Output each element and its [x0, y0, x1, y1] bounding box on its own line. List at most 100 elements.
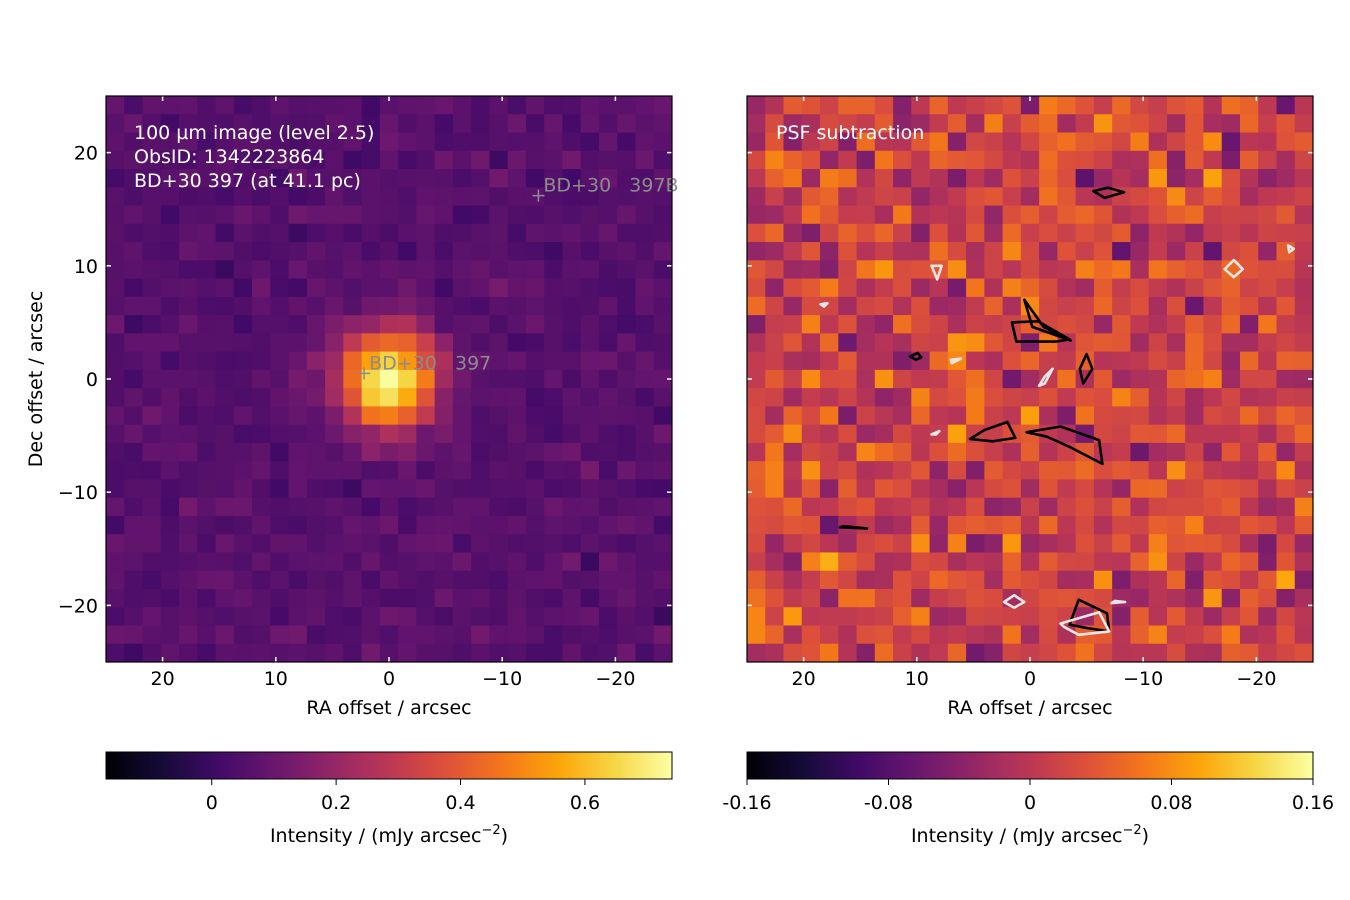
image-pixel	[379, 442, 399, 462]
residual-pixel	[1203, 479, 1223, 499]
residual-pixel	[874, 169, 894, 188]
residual-pixel	[1130, 132, 1150, 152]
residual-pixel	[966, 607, 985, 627]
colorbar-tick-label: 0	[1024, 792, 1036, 814]
image-pixel	[617, 461, 637, 481]
image-pixel	[507, 607, 527, 627]
image-pixel	[562, 351, 582, 371]
residual-pixel	[747, 333, 766, 353]
image-pixel	[562, 369, 582, 389]
image-pixel	[653, 479, 672, 499]
image-pixel	[653, 388, 672, 407]
image-pixel	[617, 315, 637, 334]
image-pixel	[580, 260, 600, 280]
image-pixel	[562, 607, 582, 627]
image-pixel	[452, 570, 472, 590]
residual-pixel	[1020, 150, 1040, 170]
image-pixel	[379, 223, 399, 243]
residual-pixel	[1093, 169, 1113, 188]
residual-pixel	[1221, 351, 1241, 371]
image-pixel	[215, 260, 235, 280]
residual-pixel	[1239, 150, 1259, 170]
residual-pixel	[747, 461, 766, 481]
image-pixel	[124, 588, 144, 608]
residual-pixel	[783, 588, 803, 608]
residual-pixel	[874, 278, 894, 298]
residual-pixel	[947, 588, 967, 608]
image-pixel	[361, 351, 381, 371]
residual-pixel	[984, 461, 1004, 481]
residual-pixel	[1057, 515, 1077, 535]
image-pixel	[489, 96, 509, 115]
image-pixel	[197, 278, 217, 298]
image-pixel	[270, 187, 290, 207]
residual-pixel	[893, 296, 912, 316]
residual-pixel	[1002, 406, 1022, 426]
image-pixel	[179, 150, 198, 170]
image-pixel	[252, 369, 271, 389]
image-pixel	[434, 369, 454, 389]
residual-pixel	[783, 461, 803, 481]
residual-pixel	[1148, 187, 1168, 207]
image-pixel	[160, 479, 180, 499]
image-pixel	[434, 388, 454, 407]
image-pixel	[288, 424, 308, 444]
residual-pixel	[1057, 278, 1077, 298]
residual-pixel	[874, 223, 894, 243]
image-pixel	[288, 588, 308, 608]
residual-pixel	[1185, 497, 1205, 517]
image-pixel	[215, 442, 235, 462]
black-contour	[968, 420, 1017, 443]
image-pixel	[617, 424, 637, 444]
residual-pixel	[1020, 114, 1040, 134]
image-pixel	[452, 515, 472, 535]
residual-pixel	[801, 132, 821, 152]
residual-pixel	[783, 625, 803, 645]
residual-pixel	[1093, 132, 1113, 152]
image-pixel	[471, 114, 491, 134]
residual-pixel	[874, 643, 894, 662]
image-pixel	[343, 534, 363, 554]
residual-pixel	[856, 534, 876, 554]
residual-pixel	[783, 479, 803, 499]
residual-pixel	[1057, 351, 1077, 371]
image-pixel	[233, 406, 253, 426]
residual-pixel	[783, 242, 803, 261]
residual-pixel	[1112, 442, 1132, 462]
residual-pixel	[783, 205, 803, 225]
residual-pixel	[856, 607, 876, 627]
residual-pixel	[783, 643, 803, 662]
residual-pixel	[765, 570, 785, 590]
residual-pixel	[874, 351, 894, 371]
residual-pixel	[929, 552, 949, 572]
residual-pixel	[984, 132, 1004, 152]
residual-pixel	[1130, 570, 1150, 590]
image-pixel	[489, 351, 509, 371]
residual-pixel	[820, 187, 839, 207]
image-pixel	[288, 607, 308, 627]
image-pixel	[270, 150, 290, 170]
residual-pixel	[893, 150, 912, 170]
residual-pixel	[1093, 643, 1113, 662]
source-label: BD+30 397B	[543, 175, 678, 197]
residual-pixel	[1020, 278, 1040, 298]
residual-pixel	[1075, 570, 1095, 590]
image-pixel	[452, 351, 472, 371]
image-pixel	[489, 132, 509, 152]
residual-pixel	[1130, 278, 1150, 298]
image-pixel	[635, 333, 655, 353]
residual-pixel	[1075, 278, 1095, 298]
residual-pixel	[747, 406, 766, 426]
residual-pixel	[1057, 534, 1077, 554]
image-pixel	[507, 625, 527, 645]
image-pixel	[653, 570, 672, 590]
residual-pixel	[820, 132, 839, 152]
residual-pixel	[1221, 369, 1241, 389]
image-pixel	[306, 479, 326, 499]
left-colorbar-label-text: Intensity / (mJy arcsec	[270, 825, 482, 847]
image-pixel	[179, 369, 198, 389]
image-pixel	[325, 114, 344, 134]
residual-pixel	[765, 442, 785, 462]
image-pixel	[452, 461, 472, 481]
x-tick-label: −10	[482, 668, 522, 690]
